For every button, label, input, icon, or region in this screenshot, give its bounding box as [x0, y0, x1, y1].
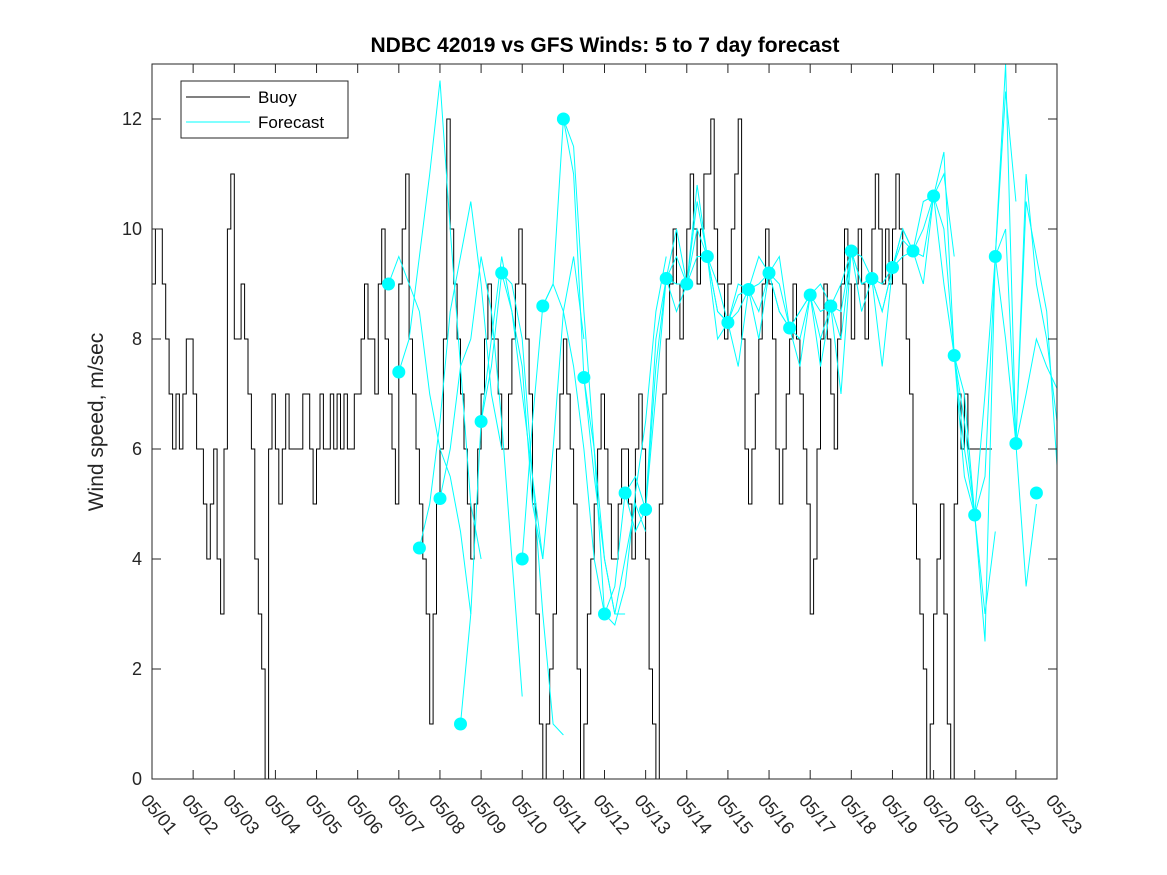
forecast-line: [439, 256, 523, 697]
y-tick-label: 4: [132, 549, 142, 569]
forecast-marker: [1009, 437, 1023, 450]
forecast-markers: [382, 112, 1043, 731]
forecast-line: [398, 80, 482, 560]
forecast-marker: [515, 552, 529, 566]
forecast-marker: [392, 365, 406, 379]
forecast-marker: [495, 266, 509, 280]
forecast-marker: [927, 189, 941, 203]
forecast-marker: [382, 277, 395, 291]
legend-label-buoy: Buoy: [258, 88, 297, 107]
forecast-line: [460, 256, 544, 725]
forecast-marker: [968, 508, 982, 522]
forecast-line: [583, 256, 667, 626]
forecast-marker: [454, 717, 467, 731]
forecast-marker: [824, 299, 838, 313]
y-tick-label: 2: [132, 659, 142, 679]
forecast-marker: [721, 316, 735, 329]
y-tick-label: 6: [132, 439, 142, 459]
forecast-line: [418, 201, 503, 549]
forecast-marker: [803, 288, 817, 302]
forecast-marker: [762, 266, 776, 280]
forecast-marker: [947, 349, 961, 362]
forecast-marker: [886, 261, 899, 274]
forecast-marker: [783, 321, 797, 335]
forecast-marker: [474, 415, 488, 428]
plot-area: [151, 63, 1058, 780]
y-axis-label: Wind speed, m/sec: [85, 333, 108, 512]
y-tick-label: 8: [132, 329, 142, 349]
forecast-line: [1015, 337, 1058, 444]
legend: Buoy Forecast: [180, 80, 349, 139]
forecast-marker: [659, 272, 673, 285]
forecast-marker: [433, 492, 447, 505]
chart-title: NDBC 42019 vs GFS Winds: 5 to 7 day fore…: [371, 34, 840, 57]
forecast-marker: [412, 541, 426, 555]
forecast-marker: [556, 112, 570, 126]
y-tick-label: 10: [122, 219, 142, 239]
forecast-marker: [536, 299, 550, 313]
forecast-line: [501, 256, 585, 560]
forecast-marker: [577, 371, 591, 384]
y-tick-label: 0: [132, 769, 142, 789]
legend-box: [180, 80, 349, 139]
y-tick-label: 12: [122, 109, 142, 129]
forecast-line: [388, 255, 472, 615]
forecast-series: [388, 63, 1058, 736]
forecast-marker: [865, 272, 879, 285]
forecast-marker: [639, 503, 653, 516]
forecast-line: [521, 282, 605, 615]
forecast-marker: [618, 486, 632, 500]
forecast-marker: [844, 244, 858, 258]
forecast-marker: [700, 250, 714, 263]
forecast-marker: [906, 244, 920, 258]
forecast-marker: [988, 250, 1002, 263]
forecast-line: [994, 201, 1058, 466]
forecast-marker: [680, 277, 694, 291]
y-axis: 0 2 4 6 8 10 12: [122, 109, 1057, 789]
forecast-marker: [1029, 486, 1043, 500]
forecast-marker: [742, 283, 755, 296]
forecast-marker: [598, 607, 611, 621]
legend-label-forecast: Forecast: [258, 113, 324, 132]
forecast-line: [480, 271, 564, 736]
